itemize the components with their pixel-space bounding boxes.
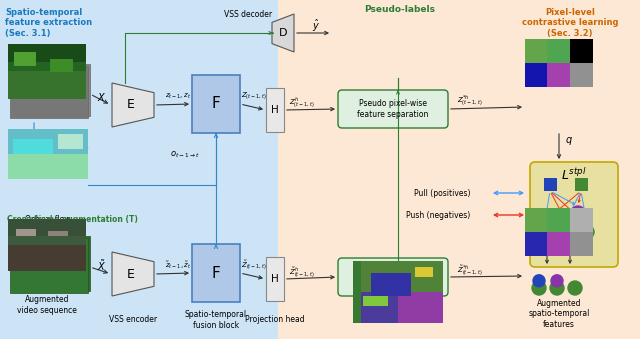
Text: Spatio-temporal
fusion block: Spatio-temporal fusion block bbox=[185, 310, 247, 330]
Text: Cross-frame augmentation (T): Cross-frame augmentation (T) bbox=[6, 216, 138, 224]
Circle shape bbox=[571, 206, 585, 220]
Bar bbox=[12, 64, 90, 116]
Bar bbox=[192, 244, 240, 302]
Polygon shape bbox=[272, 14, 294, 52]
Circle shape bbox=[551, 275, 563, 287]
Text: $L^{stpl}$: $L^{stpl}$ bbox=[561, 167, 587, 183]
Text: $q$: $q$ bbox=[565, 135, 573, 147]
Text: $Z^h_{(t-1,t)}$: $Z^h_{(t-1,t)}$ bbox=[289, 96, 315, 110]
Text: Video sequence: Video sequence bbox=[17, 52, 77, 61]
Text: Augmented
spatio-temporal
features: Augmented spatio-temporal features bbox=[528, 299, 589, 329]
Text: VSS decoder: VSS decoder bbox=[224, 10, 272, 19]
Text: $\tilde{X}$: $\tilde{X}$ bbox=[97, 259, 107, 274]
Bar bbox=[575, 178, 588, 191]
Text: Pixel-level
contrastive learning
(Sec. 3.2): Pixel-level contrastive learning (Sec. 3… bbox=[522, 8, 618, 38]
Bar bbox=[10, 238, 88, 293]
Polygon shape bbox=[112, 252, 154, 296]
Bar bbox=[12, 236, 90, 291]
Text: $\tilde{Z}_{(t-1,t)}$: $\tilde{Z}_{(t-1,t)}$ bbox=[241, 258, 267, 272]
Text: H: H bbox=[271, 105, 279, 115]
Text: F: F bbox=[212, 265, 220, 280]
Text: Pseudo pixel-wise
feature separation: Pseudo pixel-wise feature separation bbox=[357, 99, 429, 119]
Text: $\hat{y}$: $\hat{y}$ bbox=[312, 18, 320, 34]
Bar bbox=[0, 0, 278, 339]
Text: E: E bbox=[127, 99, 135, 112]
Text: Pseudo-labels: Pseudo-labels bbox=[365, 5, 435, 14]
Text: $o_{t-1\rightarrow t}$: $o_{t-1\rightarrow t}$ bbox=[170, 150, 200, 160]
Bar bbox=[10, 66, 88, 118]
Text: $q^-$: $q^-$ bbox=[563, 238, 577, 251]
Text: H: H bbox=[271, 274, 279, 284]
Text: VSS encoder: VSS encoder bbox=[109, 316, 157, 324]
Bar bbox=[544, 178, 557, 191]
Text: Augmented
video sequence: Augmented video sequence bbox=[17, 295, 77, 315]
Circle shape bbox=[568, 281, 582, 295]
Text: Projection head: Projection head bbox=[245, 316, 305, 324]
Circle shape bbox=[532, 281, 546, 295]
Circle shape bbox=[550, 281, 564, 295]
Text: Spatio-temporal
feature extraction
(Sec. 3.1): Spatio-temporal feature extraction (Sec.… bbox=[5, 8, 92, 38]
Text: $\tilde{Z}^h_{(t-1,t)}$: $\tilde{Z}^h_{(t-1,t)}$ bbox=[289, 265, 315, 279]
Text: $Z_{(t-1,t)}$: $Z_{(t-1,t)}$ bbox=[241, 91, 267, 101]
Bar bbox=[192, 75, 240, 133]
Text: $X$: $X$ bbox=[97, 91, 107, 103]
Text: D: D bbox=[279, 28, 287, 38]
Bar bbox=[266, 88, 284, 132]
Text: $q^+$: $q^+$ bbox=[540, 236, 554, 252]
Circle shape bbox=[533, 275, 545, 287]
Bar bbox=[266, 257, 284, 301]
Circle shape bbox=[580, 225, 594, 239]
Text: FlowNet 2.0 (O): FlowNet 2.0 (O) bbox=[21, 143, 89, 153]
Text: $\tilde{z}_{t-1}, \tilde{z}_t$: $\tilde{z}_{t-1}, \tilde{z}_t$ bbox=[164, 259, 191, 271]
Text: Pseudo pixel-wise
feature separation: Pseudo pixel-wise feature separation bbox=[357, 267, 429, 287]
FancyBboxPatch shape bbox=[338, 90, 448, 128]
FancyBboxPatch shape bbox=[530, 162, 618, 267]
Text: F: F bbox=[212, 97, 220, 112]
FancyBboxPatch shape bbox=[338, 258, 448, 296]
Text: E: E bbox=[127, 267, 135, 280]
Text: $Z^{*h}_{(t-1,t)}$: $Z^{*h}_{(t-1,t)}$ bbox=[457, 94, 483, 108]
Polygon shape bbox=[112, 83, 154, 127]
Text: Push (negatives): Push (negatives) bbox=[406, 211, 470, 219]
Bar bbox=[278, 0, 640, 339]
Text: $\tilde{Z}^{*h}_{(t-1,t)}$: $\tilde{Z}^{*h}_{(t-1,t)}$ bbox=[457, 263, 483, 277]
Text: Pull (positives): Pull (positives) bbox=[413, 188, 470, 198]
Circle shape bbox=[559, 221, 573, 235]
Text: $z_{t-1}, z_t$: $z_{t-1}, z_t$ bbox=[165, 92, 191, 101]
Text: Optical flow: Optical flow bbox=[25, 215, 71, 223]
Circle shape bbox=[538, 221, 552, 235]
Text: Spatio-temporal
features: Spatio-temporal features bbox=[528, 60, 590, 80]
